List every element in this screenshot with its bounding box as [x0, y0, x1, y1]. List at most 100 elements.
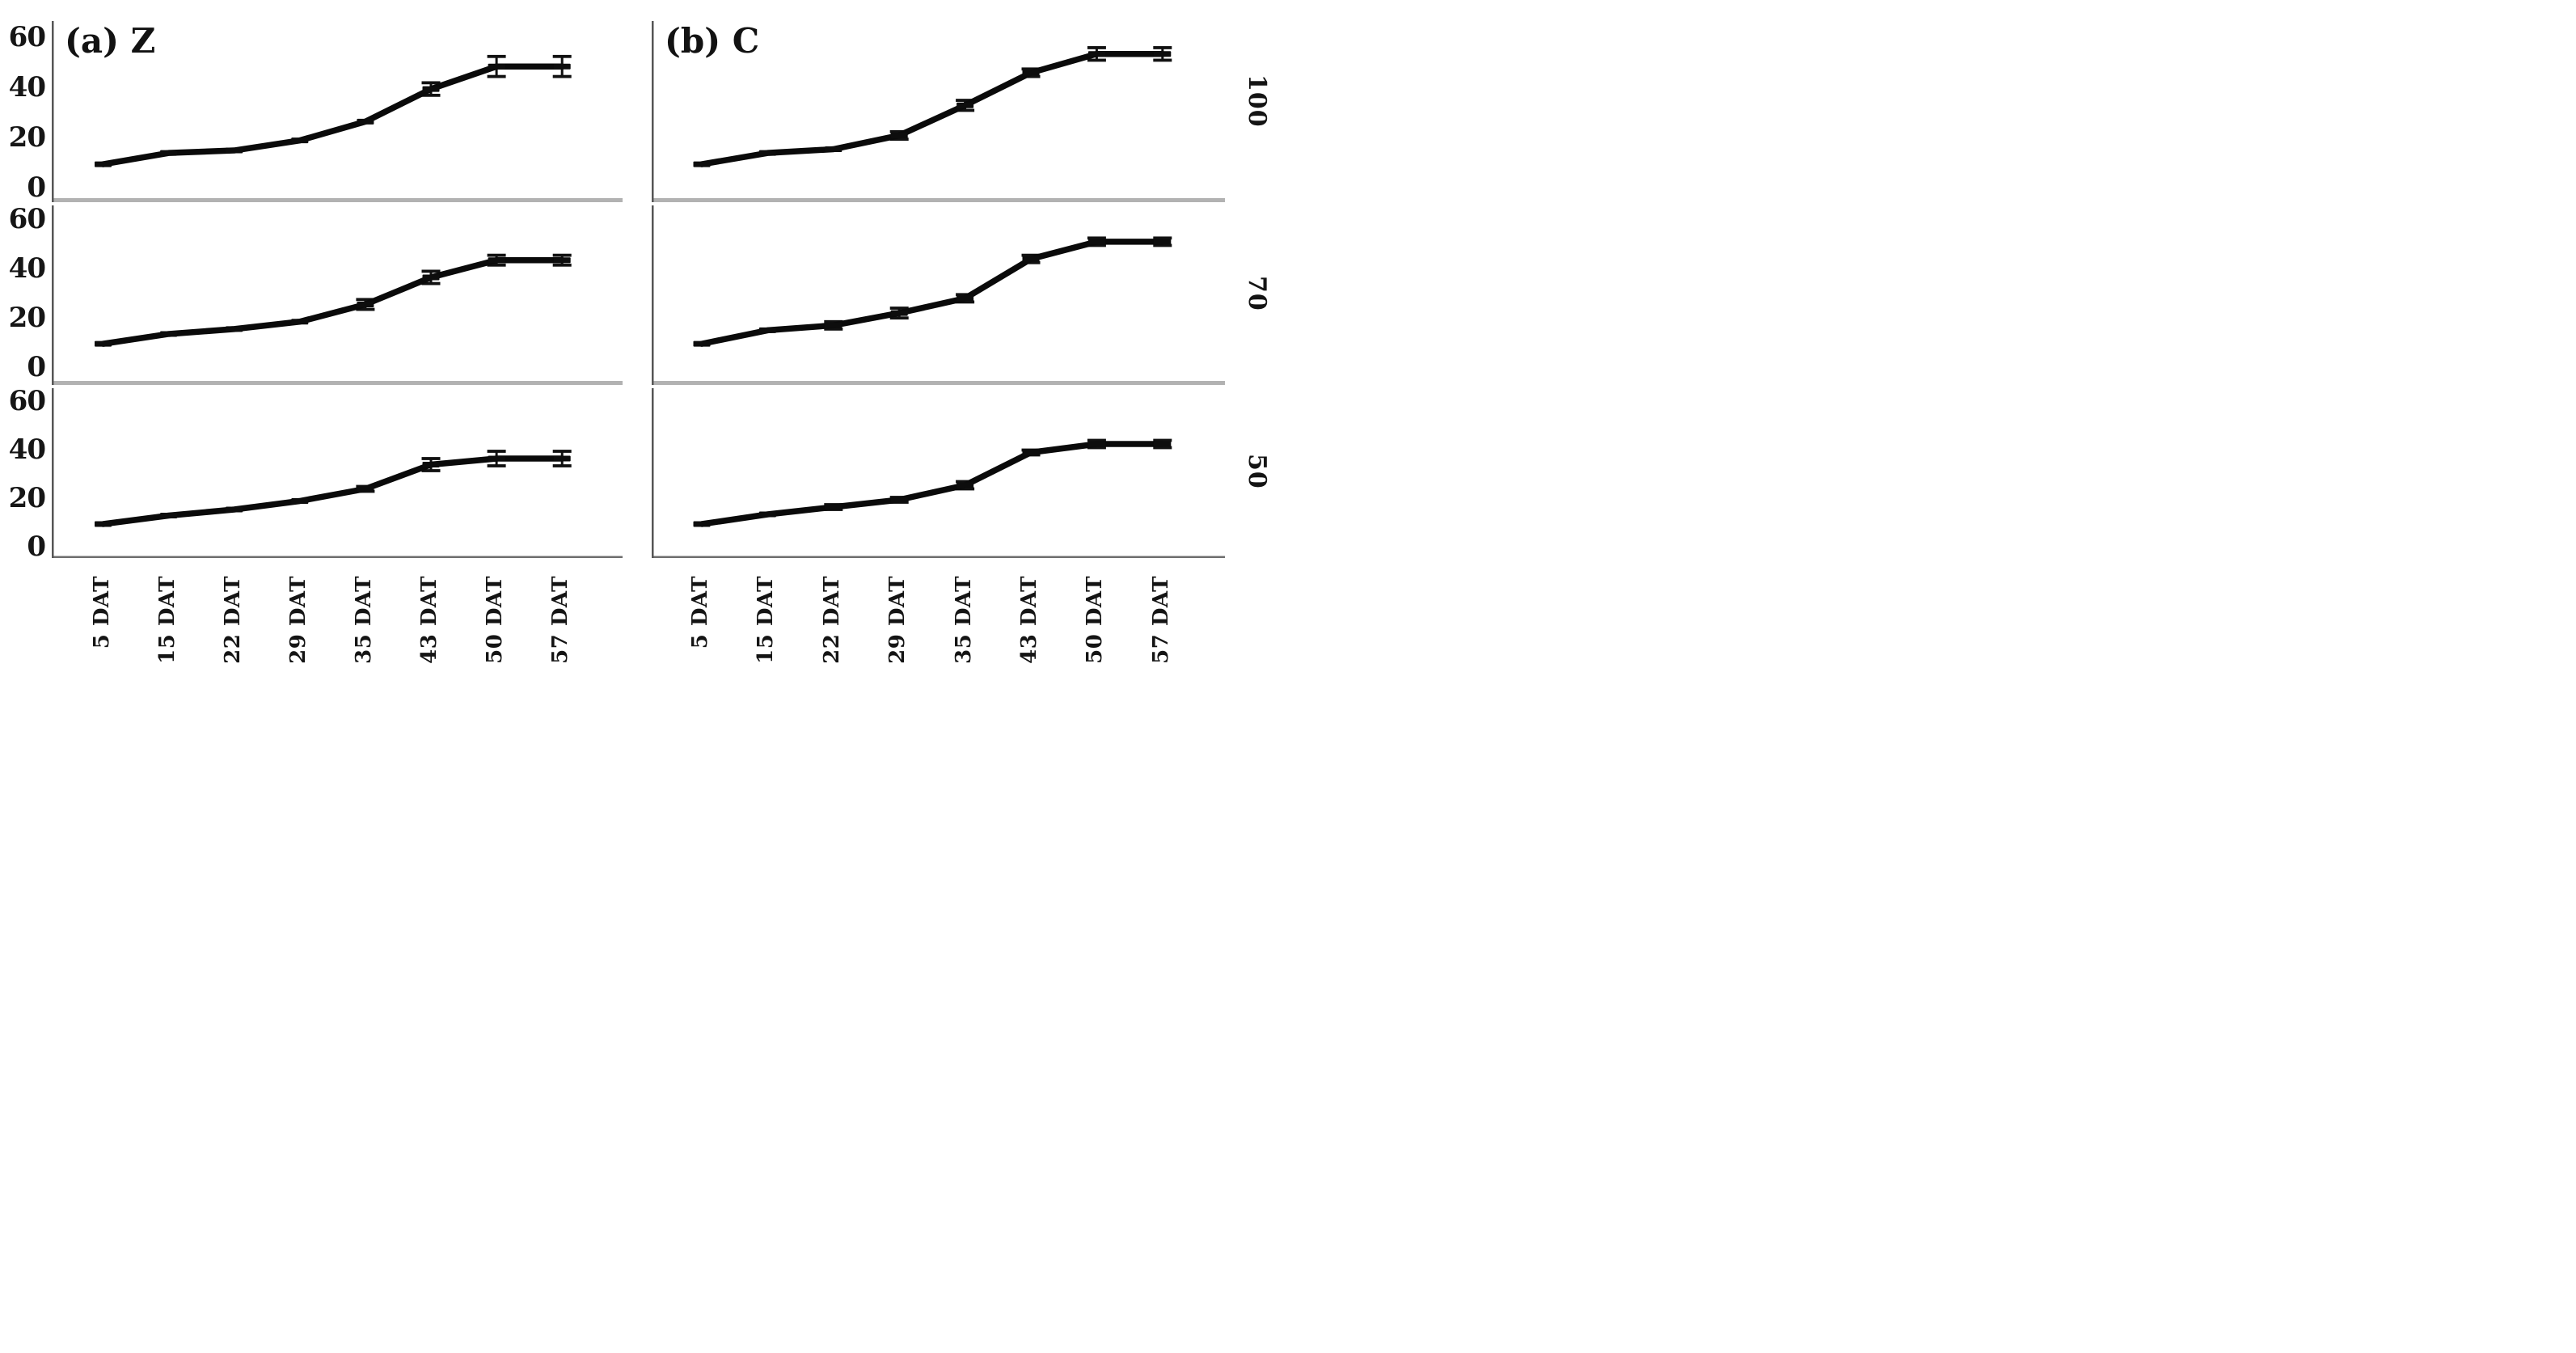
data-point-marker [956, 295, 974, 302]
data-point-marker [693, 161, 711, 167]
error-bar-cap-bottom [956, 108, 975, 112]
panel-gap [623, 385, 652, 558]
row-label-cell-70: 70 [1225, 202, 1288, 385]
data-point-marker [422, 462, 440, 467]
error-bar-cap-bottom [1153, 58, 1172, 62]
panel-gap [623, 202, 652, 385]
error-bar-cap-bottom [421, 281, 441, 285]
y-axis-labels-row-50: 60 40 20 0 [0, 385, 52, 563]
data-point-marker [758, 511, 776, 518]
data-point-marker [1154, 51, 1172, 57]
data-point-marker [1022, 450, 1040, 455]
data-point-marker [890, 310, 908, 316]
error-bar-cap-bottom [1021, 260, 1041, 264]
x-tick-label-29-dat: 29 DAT [885, 576, 910, 664]
x-tick-label-22-dat: 22 DAT [220, 576, 245, 664]
error-bar-cap-top [1153, 46, 1172, 49]
data-point-marker [291, 137, 309, 144]
data-point-marker [1087, 239, 1105, 245]
error-bar-cap-top [889, 129, 909, 133]
line-chart-a-70 [52, 205, 623, 385]
series-line [699, 239, 1166, 347]
data-point-marker [95, 521, 112, 527]
x-tick-label-22-dat: 22 DAT [819, 576, 844, 664]
data-point-marker [553, 257, 571, 264]
chart-panel-b-row-100: (b) C [652, 0, 1225, 202]
y-tick-label-0: 0 [27, 350, 46, 383]
data-point-marker [956, 482, 974, 488]
data-point-marker [890, 497, 908, 503]
error-bar-cap-top [1021, 67, 1041, 71]
y-tick-label-40: 40 [8, 433, 46, 466]
data-point-marker [422, 274, 440, 281]
data-point-marker [758, 327, 776, 333]
data-point-marker [1154, 239, 1172, 245]
error-bar-cap-bottom [1087, 58, 1106, 62]
data-point-marker [226, 147, 243, 154]
error-bar-cap-bottom [1021, 74, 1041, 78]
error-bar-cap-top [487, 54, 506, 58]
data-point-marker [488, 63, 505, 70]
data-point-marker [226, 506, 243, 513]
error-bar-cap-top [552, 450, 572, 453]
error-bar-cap-top [956, 480, 975, 484]
data-point-marker [1154, 441, 1172, 447]
line-chart-b-70 [652, 205, 1225, 385]
data-point-marker [553, 455, 571, 462]
error-bar-cap-bottom [552, 263, 572, 267]
data-point-marker [488, 257, 505, 264]
data-point-marker [825, 504, 842, 510]
error-bar-cap-top [421, 81, 441, 85]
error-bar-cap-bottom [956, 300, 975, 304]
row-label-50: 50 [1243, 454, 1271, 489]
line-chart-b-100 [652, 21, 1225, 202]
error-bar-cap-bottom [356, 307, 375, 311]
data-point-marker [422, 86, 440, 92]
y-tick-label-20: 20 [8, 482, 46, 514]
error-bar-cap-top [487, 450, 506, 453]
x-axis-labels-b: 5 DAT 15 DAT 22 DAT 29 DAT 35 DAT 43 DAT 50 DA… [652, 558, 1225, 676]
data-point-marker [956, 102, 974, 108]
series-line [99, 63, 565, 167]
error-bar-cap-bottom [1087, 243, 1106, 247]
data-point-marker [758, 150, 776, 156]
bottom-left-spacer [0, 558, 52, 676]
panel-gap [623, 558, 652, 676]
data-point-marker [95, 340, 112, 347]
chart-panel-a-row-100: (a) Z [52, 0, 623, 202]
data-point-marker [1087, 441, 1105, 447]
data-point-marker [553, 63, 571, 70]
error-bar-cap-top [956, 99, 975, 102]
error-bar-cap-bottom [487, 74, 506, 78]
data-point-marker [357, 486, 374, 492]
line-chart-a-50 [52, 388, 623, 558]
line-chart-b-50 [652, 388, 1225, 558]
data-point-marker [693, 521, 711, 527]
y-tick-label-40: 40 [8, 71, 46, 104]
y-tick-label-20: 20 [8, 301, 46, 334]
error-bar-cap-bottom [421, 93, 441, 97]
error-bar-cap-top [956, 293, 975, 297]
row-label-70: 70 [1243, 276, 1271, 311]
x-tick-label-57-dat: 57 DAT [1148, 576, 1173, 664]
error-bar-cap-bottom [1087, 446, 1106, 450]
data-point-marker [160, 513, 178, 518]
x-axis-labels-a: 5 DAT 15 DAT 22 DAT 29 DAT 35 DAT 43 DAT 50 DA… [52, 558, 623, 676]
error-bar-cap-bottom [552, 464, 572, 467]
error-bar-cap-bottom [824, 327, 843, 331]
error-bar-cap-bottom [487, 464, 506, 467]
x-tick-label-5-dat: 5 DAT [89, 576, 114, 649]
error-bar-cap-top [356, 298, 375, 302]
data-point-marker [226, 326, 243, 332]
error-bar-cap-bottom [1153, 243, 1172, 247]
x-tick-label-35-dat: 35 DAT [351, 576, 376, 664]
row-label-100: 100 [1243, 74, 1271, 128]
error-bar-cap-bottom [956, 487, 975, 491]
panel-title-a: (a) Z [65, 21, 156, 61]
error-bar-cap-top [421, 269, 441, 273]
series-line [699, 50, 1166, 167]
error-bar-cap-top [1153, 438, 1172, 442]
y-tick-label-0: 0 [27, 531, 46, 563]
data-point-marker [291, 319, 309, 325]
data-point-marker [357, 118, 374, 125]
